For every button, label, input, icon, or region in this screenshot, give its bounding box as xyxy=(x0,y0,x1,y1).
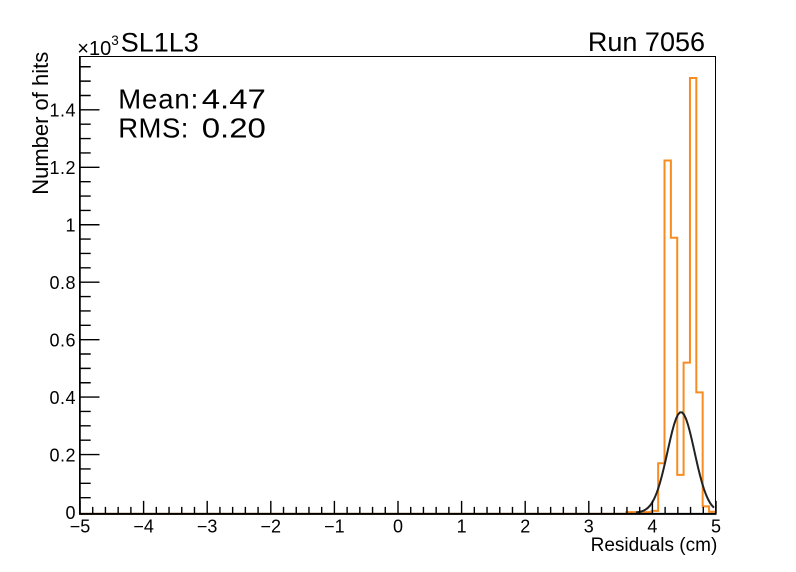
svg-text:Mean:: Mean: xyxy=(118,84,199,115)
svg-text:1.2: 1.2 xyxy=(49,158,76,178)
svg-text:0.2: 0.2 xyxy=(49,445,76,465)
svg-text:5: 5 xyxy=(711,517,721,537)
svg-text:3: 3 xyxy=(584,517,594,537)
svg-text:−3: −3 xyxy=(197,517,218,537)
svg-text:2: 2 xyxy=(520,517,530,537)
svg-text:0.6: 0.6 xyxy=(49,330,76,350)
svg-text:0: 0 xyxy=(393,517,403,537)
svg-text:0.8: 0.8 xyxy=(49,273,76,293)
svg-text:Run 7056: Run 7056 xyxy=(588,27,705,57)
svg-text:−2: −2 xyxy=(261,517,282,537)
svg-text:4.47: 4.47 xyxy=(202,85,266,115)
svg-text:1: 1 xyxy=(65,216,76,236)
svg-text:4: 4 xyxy=(647,517,657,537)
svg-text:Residuals (cm): Residuals (cm) xyxy=(591,535,718,556)
svg-text:0.20: 0.20 xyxy=(202,114,266,144)
svg-text:1.4: 1.4 xyxy=(49,101,76,121)
svg-text:×103: ×103 xyxy=(77,33,118,60)
svg-text:−5: −5 xyxy=(70,517,91,537)
svg-text:−4: −4 xyxy=(133,517,154,537)
svg-text:SL1L3: SL1L3 xyxy=(121,28,199,58)
svg-text:Number of hits: Number of hits xyxy=(28,52,53,195)
svg-text:0: 0 xyxy=(65,503,76,523)
svg-text:1: 1 xyxy=(457,517,467,537)
svg-text:−1: −1 xyxy=(324,517,345,537)
svg-text:RMS:: RMS: xyxy=(118,112,189,143)
svg-text:0.4: 0.4 xyxy=(49,388,76,408)
